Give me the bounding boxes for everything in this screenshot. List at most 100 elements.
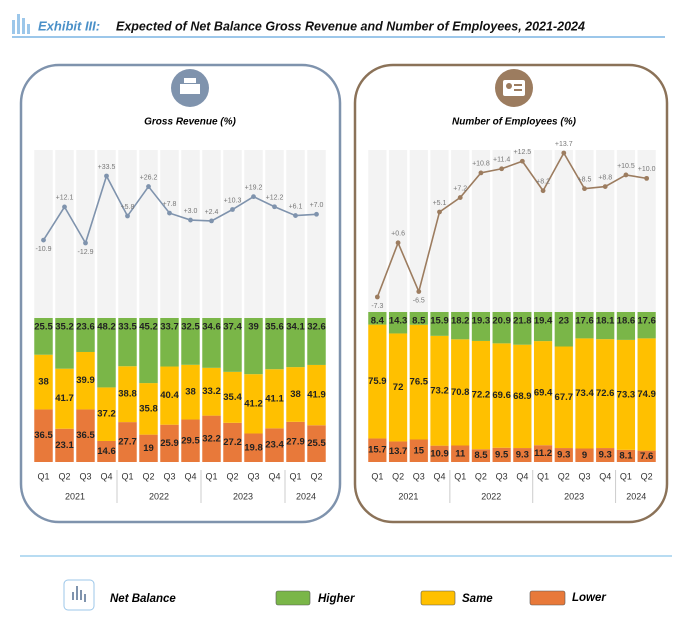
bar-label: 9 [582,450,587,461]
x-tick-label: Q4 [516,471,528,481]
bar-label: 23.4 [265,440,284,451]
net-balance-point [146,184,151,189]
bar-segment [492,343,511,448]
column-bg [533,150,553,312]
net-balance-label: +7.2 [453,185,467,192]
net-balance-label: +0.6 [391,231,405,238]
net-balance-point [251,194,256,200]
net-balance-point [104,173,109,179]
bar-label: 27.2 [223,437,242,448]
net-balance-point [62,204,67,210]
net-balance-label: -12.9 [78,249,94,256]
bar-segment [118,318,137,367]
net-balance-label: +10.3 [224,197,242,204]
net-balance-label: +8.5 [578,177,592,184]
bar-label: 41.2 [244,398,263,409]
bar-segment [554,346,573,449]
bar-label: 15.9 [430,316,449,327]
legend-swatch [529,590,566,606]
icon-revenue [171,69,209,107]
net-balance-label: +8.2 [536,179,550,186]
column-bg [368,150,387,312]
net-balance-point [209,218,214,224]
bar-label: 23.1 [55,440,74,451]
bar-label: 18.1 [596,316,615,327]
bar-label: 29.5 [181,435,200,446]
bar-label: 11.2 [534,448,552,459]
net-balance-label: +3.0 [184,208,198,215]
net-balance-label: +10.0 [638,166,656,173]
column-bg [471,150,491,312]
net-balance-label: +10.5 [617,163,635,170]
bar-segment [616,449,636,462]
net-balance-label: +33.5 [98,164,116,171]
bar-segment [118,422,137,462]
x-tick-label: Q3 [496,471,508,481]
bar-label: 9.3 [599,450,612,461]
bar-segment [575,338,594,449]
bar-label: 33.7 [160,322,179,333]
bar-label: 67.7 [555,392,574,403]
x-tick-label: Q1 [121,471,133,481]
bar-segment [139,434,158,462]
net-balance-label: +7.0 [310,202,324,209]
net-balance-label: +13.7 [555,141,573,148]
panel-right [353,63,669,524]
x-tick-label: Q4 [184,471,196,481]
bar-segment [202,415,221,462]
bar-segment [34,318,53,355]
net-balance-point [623,172,629,178]
net-balance-label: -6.5 [413,297,425,304]
year-label: 2024 [626,491,646,501]
bar-label: 41.1 [265,393,284,404]
x-tick-label: Q2 [310,471,322,481]
bar-segment [34,409,53,462]
bar-segment [76,351,95,410]
net-balance-label: +7.8 [163,201,177,208]
bar-label: 38 [38,377,49,388]
bar-label: 72.6 [596,388,615,399]
bar-label: 69.4 [534,388,553,399]
net-balance-point [478,170,484,176]
bar-segment [223,371,242,423]
column-bg [223,150,242,318]
x-tick-label: Q4 [268,471,280,481]
bar-label: 32.2 [202,433,221,444]
bar-segment [160,424,179,462]
bar-segment [637,338,656,451]
bar-label: 14.6 [97,446,116,457]
bar-segment [533,341,553,446]
bar-segment [139,383,158,435]
bar-segment [554,312,573,347]
net-balance-label: +10.8 [472,161,490,168]
bar-segment [97,387,116,441]
bar-label: 27.9 [286,436,305,447]
bar-label: 33.5 [118,322,137,333]
net-balance-line [376,151,647,298]
bar-label: 19.8 [244,442,263,453]
bar-segment [388,441,408,462]
bar-segment [76,409,95,462]
bar-label: 41.7 [55,393,74,404]
exhibit-label: Exhibit III: [38,18,100,33]
net-balance-point [230,207,235,212]
column-bg [637,150,656,312]
net-balance-label: +2.4 [205,209,219,216]
bar-segment [118,366,137,423]
bar-segment [139,318,158,384]
net-balance-point [437,209,442,215]
bar-label: 25.9 [160,438,179,449]
x-tick-label: Q2 [392,471,404,481]
bar-label: 73.2 [430,385,449,396]
legend-swatch [420,590,456,606]
bar-segment [307,364,326,426]
bar-label: 7.6 [640,451,653,462]
bar-segment [307,318,326,365]
bar-label: 15.7 [368,445,387,456]
bar-label: 14.3 [389,316,408,327]
bar-segment [513,312,532,345]
bar-label: 25.5 [307,438,326,449]
bar-segment [533,312,553,342]
exhibit-title: Expected of Net Balance Gross Revenue an… [116,19,585,33]
